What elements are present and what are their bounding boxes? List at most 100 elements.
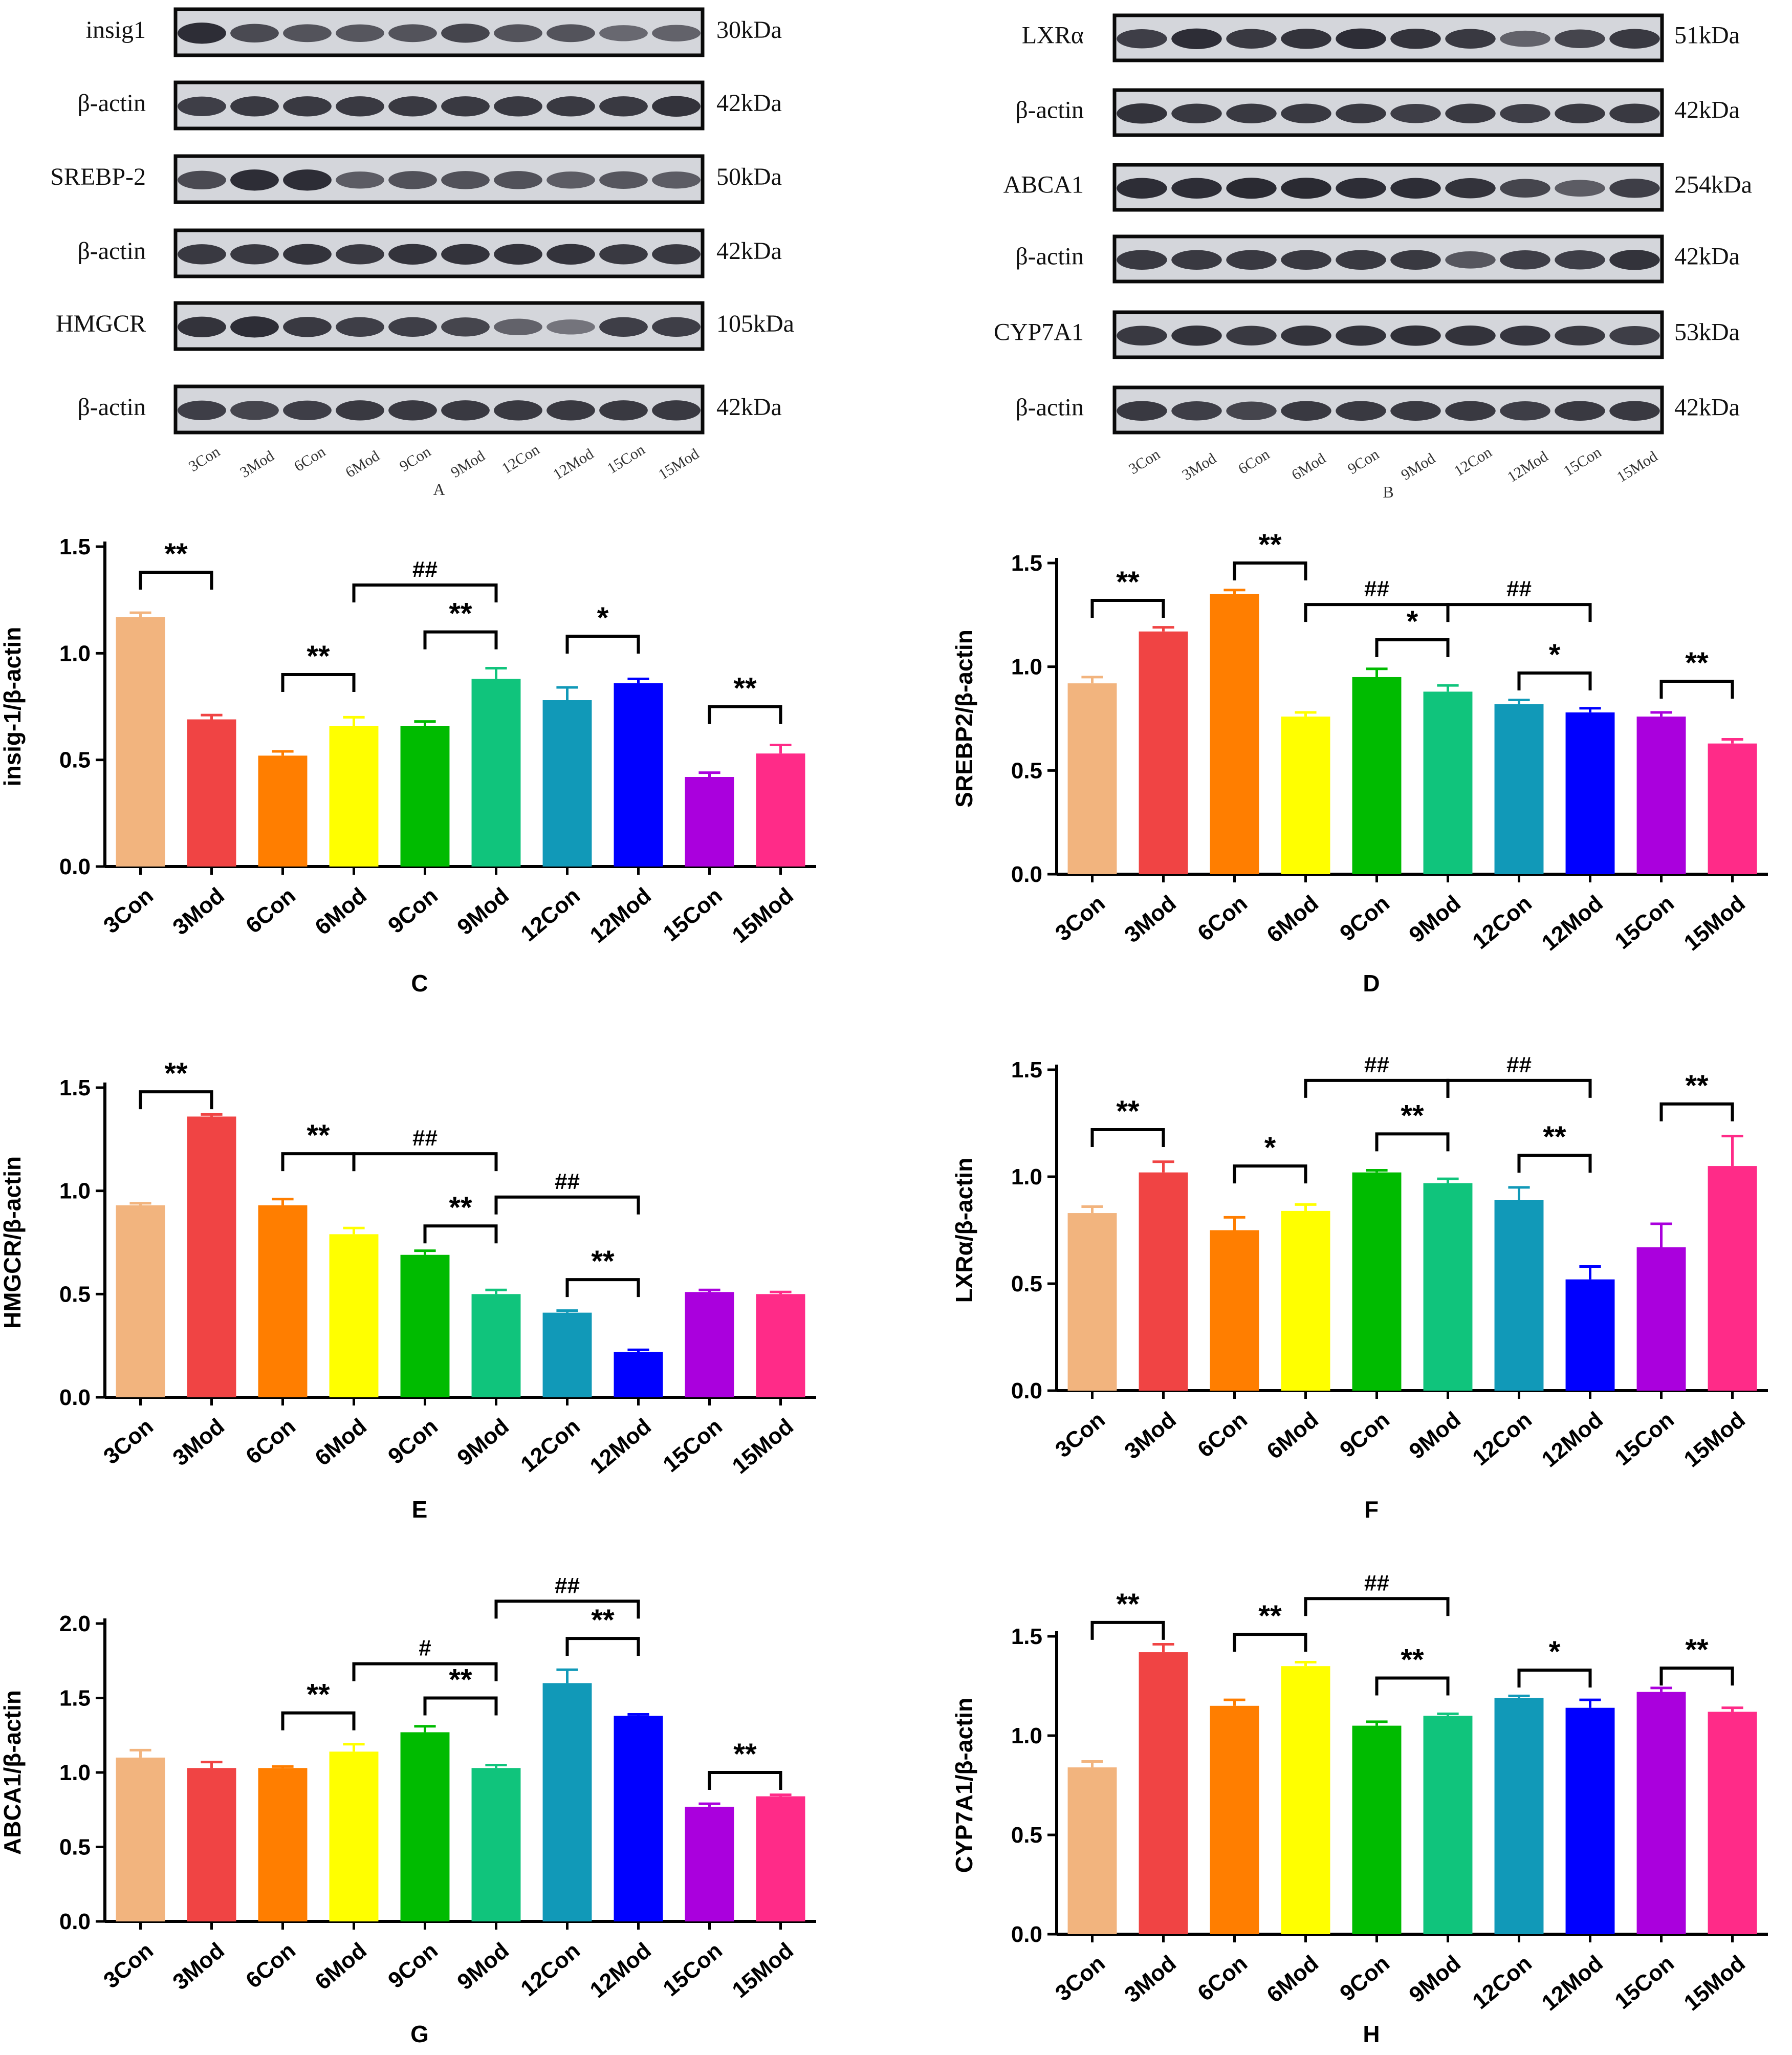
blot-lane-label: 15Con [1561, 444, 1604, 480]
significance-bracket [139, 1090, 213, 1110]
bar-3Mod [1139, 631, 1188, 874]
bar-3Con [116, 617, 165, 867]
blot-band [1390, 401, 1441, 421]
blot-band [1281, 103, 1331, 123]
blot-band [1500, 179, 1550, 198]
blot-band [1117, 178, 1167, 199]
blot-band [599, 171, 648, 189]
y-tick-label: 0.0 [1011, 1378, 1042, 1403]
x-tick-label: 9Con [1335, 1951, 1394, 2006]
significance-bracket [1517, 1154, 1592, 1173]
blot-band [1336, 103, 1386, 123]
x-tick-label: 3Con [1051, 1951, 1110, 2006]
blot-band [1171, 103, 1222, 123]
blot-band [1117, 29, 1167, 49]
significance-label: ** [591, 1604, 615, 1637]
blot-panel-b: LXRα 51kDa β-actin 42kDa ABCA1 254kDa β-actin 4… [994, 13, 1752, 501]
blot-lane-label: 3Mod [237, 447, 277, 481]
blot-row-size: 42kDa [716, 394, 782, 421]
blot-band [652, 244, 701, 265]
blot-band [230, 316, 279, 338]
blot-band [1226, 103, 1277, 123]
x-tick-label: 12Mod [585, 1938, 656, 2003]
significance-label: * [1407, 605, 1418, 638]
blot-lane-label: 6Mod [1288, 450, 1328, 484]
bar-6Con [258, 1205, 308, 1397]
y-tick-label: 1.0 [59, 641, 91, 666]
y-tick-label: 1.0 [1011, 1164, 1042, 1189]
significance-bracket [423, 1696, 498, 1716]
bar-12Con [1494, 704, 1544, 874]
y-tick-label: 0.0 [59, 1909, 91, 1934]
blot-row-size: 42kDa [716, 90, 782, 117]
blot-row-label: β-actin [77, 237, 146, 265]
significance-label: ** [449, 1191, 472, 1224]
x-tick-label: 9Mod [1404, 891, 1466, 947]
significance-bracket [1659, 680, 1734, 699]
significance-label: ## [412, 557, 438, 582]
blot-band [652, 171, 701, 189]
bar-3Mod [187, 1116, 236, 1397]
x-tick-label: 15Mod [728, 883, 798, 948]
significance-bracket [1304, 1078, 1450, 1098]
blot-band [283, 400, 332, 420]
blot-lane-label: 12Mod [1504, 448, 1551, 486]
blot-row-size: 105kDa [716, 310, 794, 337]
significance-bracket [1304, 603, 1450, 622]
blot-band [388, 317, 437, 337]
y-tick-label: 0.5 [1011, 1271, 1042, 1296]
blot-lane-label: 15Mod [655, 445, 702, 483]
blot-row-size: 30kDa [716, 16, 782, 44]
x-tick-label: 9Mod [1404, 1407, 1466, 1464]
significance-bracket [1233, 1633, 1307, 1652]
blot-band [1171, 178, 1222, 199]
significance-label: ** [1401, 1643, 1424, 1676]
significance-bracket [1233, 561, 1307, 580]
significance-label: ** [1258, 528, 1282, 561]
blot-band [230, 24, 279, 42]
x-tick-label: 3Con [1051, 891, 1110, 946]
blot-row-label: β-actin [77, 90, 146, 117]
x-tick-label: 12Con [1468, 1951, 1537, 2014]
x-tick-label: 6Mod [1262, 1951, 1323, 2007]
chart-c: 0.0 0.5 1.0 1.5 insig-1/β-actin 3Con 3Mod 6Con 6… [0, 534, 816, 997]
blot-band [178, 170, 226, 189]
significance-label: ** [733, 1738, 757, 1771]
significance-label: * [597, 601, 609, 635]
bar-15Mod [1708, 743, 1757, 874]
blot-lane-label: 9Mod [448, 447, 488, 481]
x-tick-label: 3Con [99, 1938, 158, 1993]
significance-label: ## [1506, 1052, 1532, 1077]
y-tick-label: 0.0 [59, 854, 91, 879]
blot-band [1555, 29, 1605, 49]
bar-12Mod [1565, 712, 1615, 874]
significance-label: ** [1258, 1599, 1282, 1633]
blot-band [1390, 29, 1441, 49]
blot-row-size: 50kDa [716, 163, 782, 190]
significance-label: ** [164, 1057, 188, 1090]
bar-9Mod [1423, 1716, 1473, 1934]
blot-band [1226, 401, 1277, 421]
blot-row-size: 53kDa [1674, 319, 1740, 346]
x-tick-label: 6Con [1193, 1407, 1252, 1462]
significance-bracket [1090, 1128, 1165, 1148]
blot-band [1445, 29, 1496, 49]
significance-bracket [352, 1662, 498, 1681]
significance-label: ## [1364, 1052, 1389, 1077]
blot-band [1555, 180, 1605, 197]
bar-6Con [1210, 1705, 1259, 1934]
significance-label: ** [1685, 1633, 1709, 1667]
x-tick-label: 12Mod [1537, 1407, 1608, 1472]
significance-label: * [1549, 1635, 1561, 1669]
x-tick-label: 6Con [241, 1414, 300, 1469]
significance-label: ** [1401, 1099, 1424, 1132]
blot-band [441, 24, 490, 43]
x-tick-label: 9Mod [452, 1938, 514, 1995]
significance-label: ** [164, 537, 188, 571]
blot-row-size: 42kDa [1674, 243, 1740, 270]
x-tick-label: 12Mod [1537, 891, 1608, 956]
blot-band [178, 23, 226, 44]
y-tick-label: 1.5 [1011, 551, 1042, 576]
x-tick-label: 12Con [1468, 1407, 1537, 1470]
chart-g: 0.0 0.5 1.0 1.5 2.0 ABCA1/β-actin 3Con 3Mod 6Con… [0, 1573, 816, 2047]
